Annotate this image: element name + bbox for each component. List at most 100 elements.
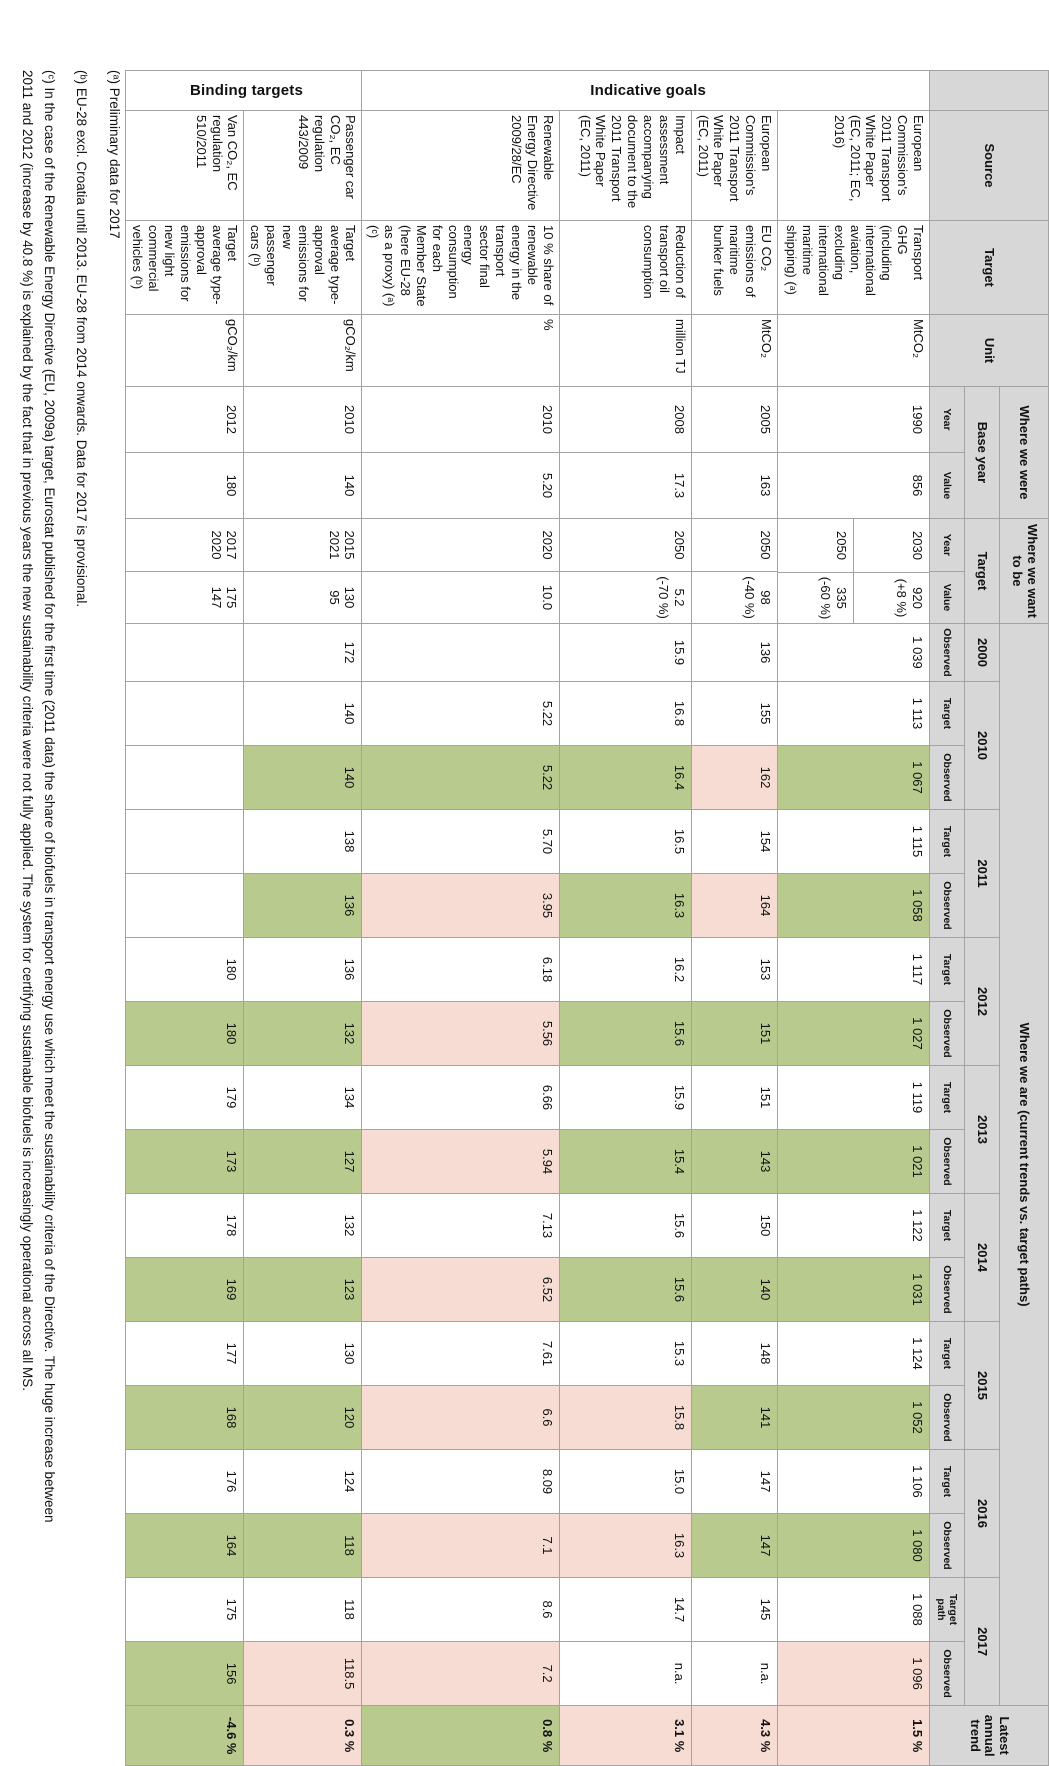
renewable-energy-share-2013-observed: 5.94 — [361, 1129, 560, 1194]
group-column-header — [929, 70, 1049, 111]
table-body: Indicative goals European Commission's 20… — [125, 70, 930, 1766]
maritime-co2-base-value: 163 — [691, 452, 778, 519]
sub-header-2016-observed: Observed — [929, 1513, 965, 1578]
where-we-were-header: Where we were — [999, 386, 1049, 519]
renewable-energy-share-2000-observed — [361, 623, 560, 682]
oil-consumption-target-year: 2050 — [559, 518, 692, 572]
maritime-co2-2017-observed: n.a. — [691, 1641, 778, 1706]
target-column-header: Target — [929, 220, 1049, 315]
year-header-2017: 2017 — [964, 1577, 1000, 1706]
car-co2-2013-target: 134 — [243, 1065, 362, 1130]
oil-consumption-2014-observed: 15.6 — [559, 1257, 692, 1322]
transport-ghg-2014-observed: 1 031 — [777, 1257, 930, 1322]
renewable-energy-share-2014-target: 7.13 — [361, 1193, 560, 1258]
where-we-are-header: Where we are (current trends vs. target … — [999, 623, 1049, 1706]
oil-consumption-2017-observed: n.a. — [559, 1641, 692, 1706]
maritime-co2-2015-observed: 141 — [691, 1385, 778, 1450]
van-co2-2000-observed — [125, 623, 244, 682]
oil-consumption-2010-target: 16.8 — [559, 681, 692, 746]
oil-consumption-2013-observed: 15.4 — [559, 1129, 692, 1194]
transport-ghg-base-value: 856 — [777, 452, 930, 519]
oil-consumption-2015-observed: 15.8 — [559, 1385, 692, 1450]
maritime-co2-2012-observed: 151 — [691, 1001, 778, 1066]
van-co2-objective: Target average type-approval emissions f… — [125, 220, 244, 315]
sub-header-2012-observed: Observed — [929, 1001, 965, 1066]
maritime-co2-2011-target: 154 — [691, 809, 778, 874]
car-co2-2015-observed: 120 — [243, 1385, 362, 1450]
car-co2-2011-observed: 136 — [243, 873, 362, 938]
sub-header-2016-target: Target — [929, 1449, 965, 1514]
maritime-co2-2010-target: 155 — [691, 681, 778, 746]
car-co2-2000-observed: 172 — [243, 623, 362, 682]
oil-consumption-unit: million TJ — [559, 314, 692, 387]
transport-ghg-target-subrow-0: 2030 920 (+8 %) — [854, 519, 929, 624]
renewable-energy-share-latest-annual-trend: 0.8 % — [361, 1705, 560, 1766]
oil-consumption-2000-observed: 15.9 — [559, 623, 692, 682]
oil-consumption-2015-target: 15.3 — [559, 1321, 692, 1386]
maritime-co2-2013-target: 151 — [691, 1065, 778, 1130]
transport-ghg-target-year-1: 2050 — [834, 531, 849, 560]
maritime-co2-2016-target: 147 — [691, 1449, 778, 1514]
transport-ghg-2015-target: 1 124 — [777, 1321, 930, 1386]
transport-ghg-latest-annual-trend: 1.5 % — [777, 1705, 930, 1766]
van-co2-2015-observed: 168 — [125, 1385, 244, 1450]
oil-consumption-2011-target: 16.5 — [559, 809, 692, 874]
oil-consumption-2014-target: 15.6 — [559, 1193, 692, 1258]
footnote-c: (ᶜ) In the case of the Renewable Energy … — [20, 70, 57, 1523]
car-co2-base-value: 140 — [243, 452, 362, 519]
van-co2-base-year: 2012 — [125, 386, 244, 453]
footnote-a: (ᵃ) Preliminary data for 2017 — [107, 70, 122, 239]
group-label-indicative-goals: Indicative goals — [361, 70, 930, 111]
car-co2-base-year: 2010 — [243, 386, 362, 453]
transport-ghg-source: European Commission's 2011 Transport Whi… — [777, 110, 930, 221]
van-co2-base-value: 180 — [125, 452, 244, 519]
maritime-co2-2017-target: 145 — [691, 1577, 778, 1642]
source-column-header: Source — [929, 110, 1049, 221]
oil-consumption-objective: Reduction of transport oil consumption — [559, 220, 692, 315]
transport-ghg-unit: MtCO₂ — [777, 314, 930, 387]
transport-ghg-2013-observed: 1 021 — [777, 1129, 930, 1194]
year-header-2012: 2012 — [964, 937, 1000, 1066]
maritime-co2-target-year: 2050 — [691, 518, 778, 572]
maritime-co2-objective: EU CO₂ emissions of maritime bunker fuel… — [691, 220, 778, 315]
group-label-text: Indicative goals — [590, 82, 707, 99]
car-co2-2015-target: 130 — [243, 1321, 362, 1386]
renewable-energy-share-2012-target: 6.18 — [361, 937, 560, 1002]
year-header-2016: 2016 — [964, 1449, 1000, 1578]
van-co2-2017-target: 175 — [125, 1577, 244, 1642]
car-co2-2012-observed: 132 — [243, 1001, 362, 1066]
base-year-sub-year-header: Year — [929, 386, 965, 453]
sub-header-2014-observed: Observed — [929, 1257, 965, 1322]
sub-header-2011-observed: Observed — [929, 873, 965, 938]
maritime-co2-base-year: 2005 — [691, 386, 778, 453]
car-co2-source: Passenger car CO₂, EC regulation 443/200… — [243, 110, 362, 221]
group-label-text: Binding targets — [189, 82, 303, 99]
renewable-energy-share-target-year: 2020 — [361, 518, 560, 572]
van-co2-2013-observed: 173 — [125, 1129, 244, 1194]
maritime-co2-2011-observed: 164 — [691, 873, 778, 938]
sub-header-2017-target: Target path — [929, 1577, 965, 1642]
car-co2-2014-target: 132 — [243, 1193, 362, 1258]
renewable-energy-share-2015-target: 7.61 — [361, 1321, 560, 1386]
transport-ghg-2011-observed: 1 058 — [777, 873, 930, 938]
year-header-2013: 2013 — [964, 1065, 1000, 1194]
maritime-co2-2000-observed: 136 — [691, 623, 778, 682]
transport-ghg-2000-observed: 1 039 — [777, 623, 930, 682]
oil-consumption-2011-observed: 16.3 — [559, 873, 692, 938]
year-header-2011: 2011 — [964, 809, 1000, 938]
car-co2-2010-observed: 140 — [243, 745, 362, 810]
oil-consumption-2012-observed: 15.6 — [559, 1001, 692, 1066]
row-oil-consumption: Impact assessment accompanying document … — [559, 71, 692, 1766]
row-car-co2: Binding targets Passenger car CO₂, EC reg… — [125, 70, 362, 1766]
sub-header-2012-target: Target — [929, 937, 965, 1002]
car-co2-latest-annual-trend: 0.3 % — [243, 1705, 362, 1766]
sub-header-2017-observed: Observed — [929, 1641, 965, 1706]
target-sub-year-header: Year — [929, 518, 965, 572]
renewable-energy-share-target-value: 10.0 — [361, 571, 560, 624]
van-co2-unit: gCO₂/km — [125, 314, 244, 387]
van-co2-2017-observed: 156 — [125, 1641, 244, 1706]
where-we-want-to-be-header: Where we want to be — [999, 518, 1049, 624]
target-group-header: Target — [964, 518, 1000, 624]
maritime-co2-2016-observed: 147 — [691, 1513, 778, 1578]
